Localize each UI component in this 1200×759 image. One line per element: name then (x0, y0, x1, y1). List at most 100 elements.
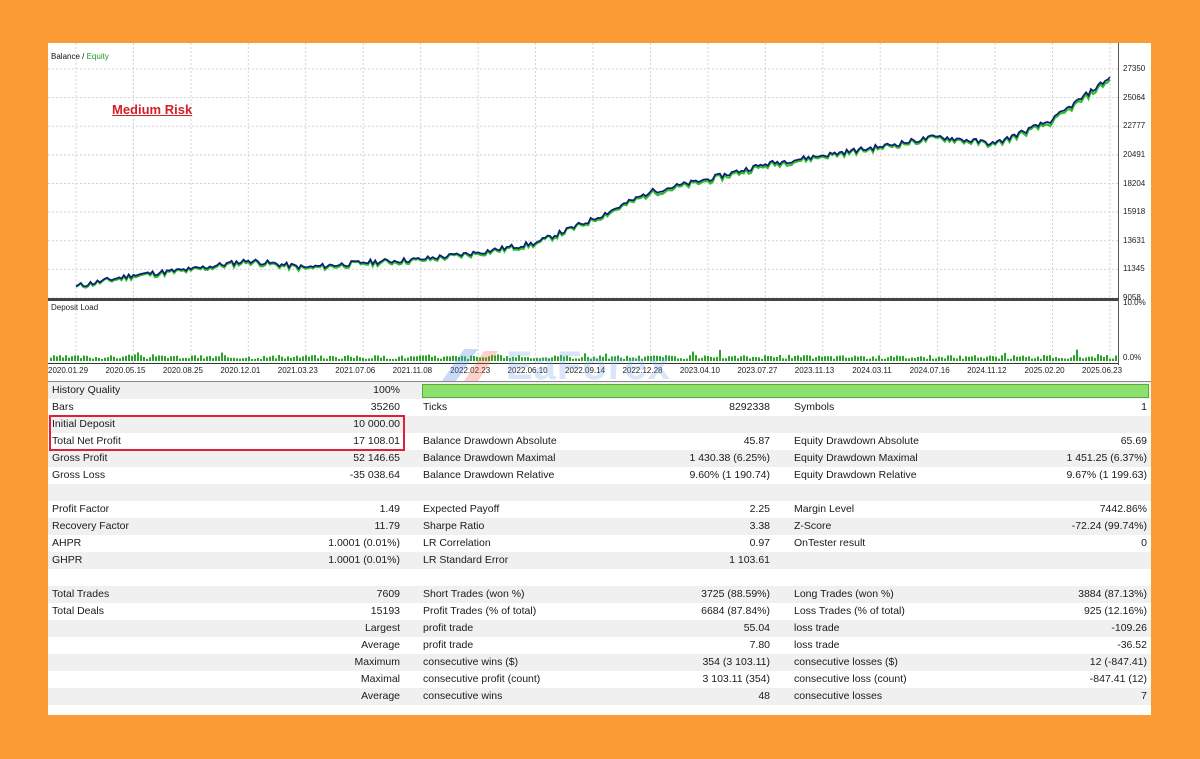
stat-value: 45.87 (743, 435, 770, 447)
load-bar (50, 357, 52, 361)
load-bar (905, 358, 907, 361)
stat-label: profit trade (423, 622, 474, 634)
load-bar (857, 356, 859, 361)
load-bar (1115, 355, 1117, 361)
stat-value: 1.49 (379, 503, 400, 515)
load-bar (476, 356, 478, 361)
load-bar (164, 356, 166, 361)
stat-value (948, 484, 1147, 501)
stat-value: 3884 (87.13%) (1078, 588, 1147, 600)
load-bar (470, 355, 472, 361)
table-row: Gross Profit 52 146.65 Balance Drawdown Ma… (48, 450, 1151, 467)
stat-label: GHPR (52, 554, 83, 566)
load-bar (101, 358, 103, 361)
load-bar (785, 358, 787, 361)
load-bar (389, 358, 391, 361)
stat-value: -35 038.64 (349, 469, 400, 481)
load-bar (497, 354, 499, 361)
load-bar (1094, 357, 1096, 361)
load-bar (266, 357, 268, 361)
load-bar (374, 355, 376, 361)
load-bar (533, 358, 535, 361)
load-bar (434, 355, 436, 361)
load-bar (548, 358, 550, 361)
load-bar (1037, 356, 1039, 361)
stat-value: 7442.86% (1099, 503, 1147, 515)
time-tick-label: 2021.03.23 (277, 366, 318, 375)
load-bar (704, 355, 706, 361)
load-bar (827, 356, 829, 361)
stat-value (948, 416, 1147, 433)
load-bar (560, 355, 562, 361)
load-bar (140, 355, 142, 361)
history-quality-label: History Quality (52, 384, 121, 396)
stat-value: 1 (1141, 401, 1147, 413)
load-bar (1046, 355, 1048, 361)
load-bar (524, 357, 526, 361)
stat-value: 11.79 (374, 520, 401, 532)
load-bar (416, 356, 418, 361)
load-bar (365, 358, 367, 361)
load-bar (575, 358, 577, 361)
load-bar (749, 358, 751, 361)
load-bar (188, 358, 190, 361)
load-bar (353, 358, 355, 361)
load-bar (350, 356, 352, 361)
load-bar (1085, 357, 1087, 361)
load-bar (131, 355, 133, 361)
load-bar (143, 357, 145, 361)
load-bar (464, 356, 466, 361)
load-bar (593, 356, 595, 361)
load-bar (287, 356, 289, 361)
load-bar (239, 358, 241, 361)
load-bar (662, 357, 664, 361)
load-bar (185, 357, 187, 361)
deposit-load-chart (50, 301, 1117, 363)
history-quality-row: History Quality 100% (48, 382, 1151, 399)
load-bar (623, 358, 625, 361)
stat-value: 7 (1141, 690, 1147, 702)
stat-label: Equity Drawdown Absolute (794, 435, 919, 447)
table-row: Recovery Factor 11.79 Sharpe Ratio 3.38 Z-Sc… (48, 518, 1151, 535)
price-tick-label: 11345 (1123, 264, 1145, 274)
load-bar (56, 356, 58, 361)
load-bar (599, 355, 601, 361)
load-bar (527, 357, 529, 361)
load-bar (689, 355, 691, 361)
load-bar (59, 355, 61, 361)
load-bar (791, 358, 793, 361)
legend-balance: Balance (51, 52, 80, 61)
load-bar (782, 358, 784, 361)
load-bar (959, 355, 961, 361)
stat-label: Balance Drawdown Relative (423, 469, 555, 481)
load-bar (275, 358, 277, 361)
load-bar (518, 355, 520, 361)
load-bar (1001, 355, 1003, 361)
load-bar (1031, 358, 1033, 361)
time-tick-label: 2024.11.12 (967, 366, 1007, 375)
load-bar (107, 357, 109, 361)
load-bar (323, 358, 325, 361)
load-bar (458, 357, 460, 361)
table-top-border (48, 381, 1151, 382)
price-tick-label: 18204 (1123, 178, 1146, 188)
load-bar (935, 358, 937, 361)
load-bar (587, 357, 589, 361)
load-bar (221, 352, 223, 361)
load-bar (617, 355, 619, 361)
load-bar (737, 358, 739, 361)
load-bar (461, 355, 463, 361)
table-row: Profit Factor 1.49 Expected Payoff 2.25 Marg… (48, 501, 1151, 518)
load-bar (272, 355, 274, 361)
load-bar (641, 358, 643, 361)
load-bar (740, 356, 742, 361)
stat-value: -109.26 (1111, 622, 1147, 634)
load-bar (98, 357, 100, 361)
load-bar (677, 358, 679, 361)
time-tick-label: 2022.06.10 (507, 366, 548, 375)
load-bar (866, 359, 868, 361)
stat-label: Short Trades (won %) (423, 588, 525, 600)
load-bar (710, 356, 712, 361)
load-bar (332, 356, 334, 361)
time-tick-label: 2025.06.23 (1082, 366, 1123, 375)
